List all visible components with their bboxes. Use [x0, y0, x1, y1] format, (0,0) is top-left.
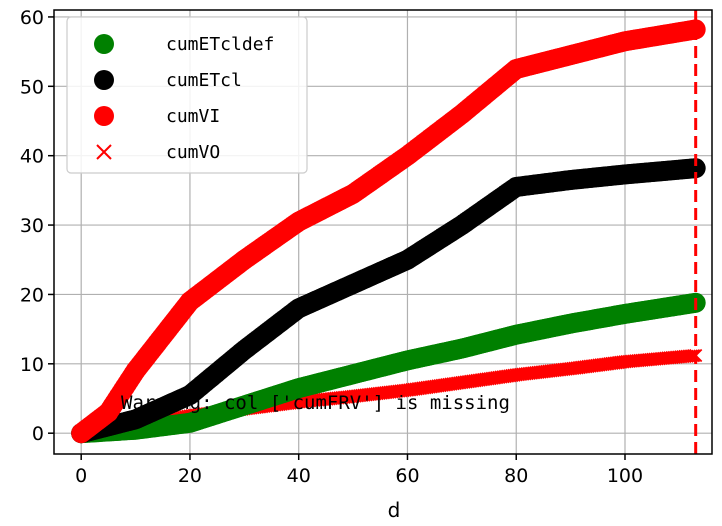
- x-tick-label: 80: [504, 465, 528, 487]
- legend-label: cumETcldef: [166, 34, 274, 55]
- legend-marker: [94, 70, 114, 90]
- legend-label: cumETcl: [166, 70, 242, 91]
- data-point: [686, 349, 701, 363]
- series-cumVI: [71, 19, 706, 444]
- y-ticks: 0 10 20 30 40 50 60: [20, 7, 54, 445]
- legend: cumETcldef cumETcl cumVI cumVO: [66, 16, 308, 174]
- y-tick-label: 20: [20, 284, 44, 306]
- legend-marker: [94, 106, 114, 126]
- warning-annotation: Warning: col ['cumFRV'] is missing: [121, 392, 510, 414]
- data-point: [685, 158, 706, 179]
- legend-item: cumVI: [94, 106, 220, 127]
- x-axis-label: d: [388, 498, 401, 522]
- y-tick-label: 0: [32, 423, 44, 445]
- legend-item: cumVO: [96, 142, 220, 163]
- y-tick-label: 60: [20, 7, 44, 29]
- x-tick-label: 0: [75, 465, 87, 487]
- plot-series: [71, 19, 706, 444]
- legend-marker-x: [96, 144, 112, 160]
- y-tick-label: 30: [20, 215, 44, 237]
- legend-box: [66, 16, 308, 174]
- axes-frame: [53, 9, 713, 455]
- legend-label: cumVO: [166, 142, 220, 163]
- x-tick-label: 40: [287, 465, 311, 487]
- legend-marker: [94, 34, 114, 54]
- y-tick-label: 50: [20, 76, 44, 98]
- x-tick-label: 100: [607, 465, 643, 487]
- x-ticks: 0 20 40 60 80 100: [75, 454, 643, 487]
- x-tick-label: 60: [395, 465, 419, 487]
- y-tick-label: 40: [20, 146, 44, 168]
- y-tick-label: 10: [20, 354, 44, 376]
- legend-item: cumETcl: [94, 70, 242, 91]
- x-tick-label: 20: [178, 465, 202, 487]
- legend-item: cumETcldef: [94, 34, 274, 55]
- legend-label: cumVI: [166, 106, 220, 127]
- plot-frame: [53, 9, 713, 455]
